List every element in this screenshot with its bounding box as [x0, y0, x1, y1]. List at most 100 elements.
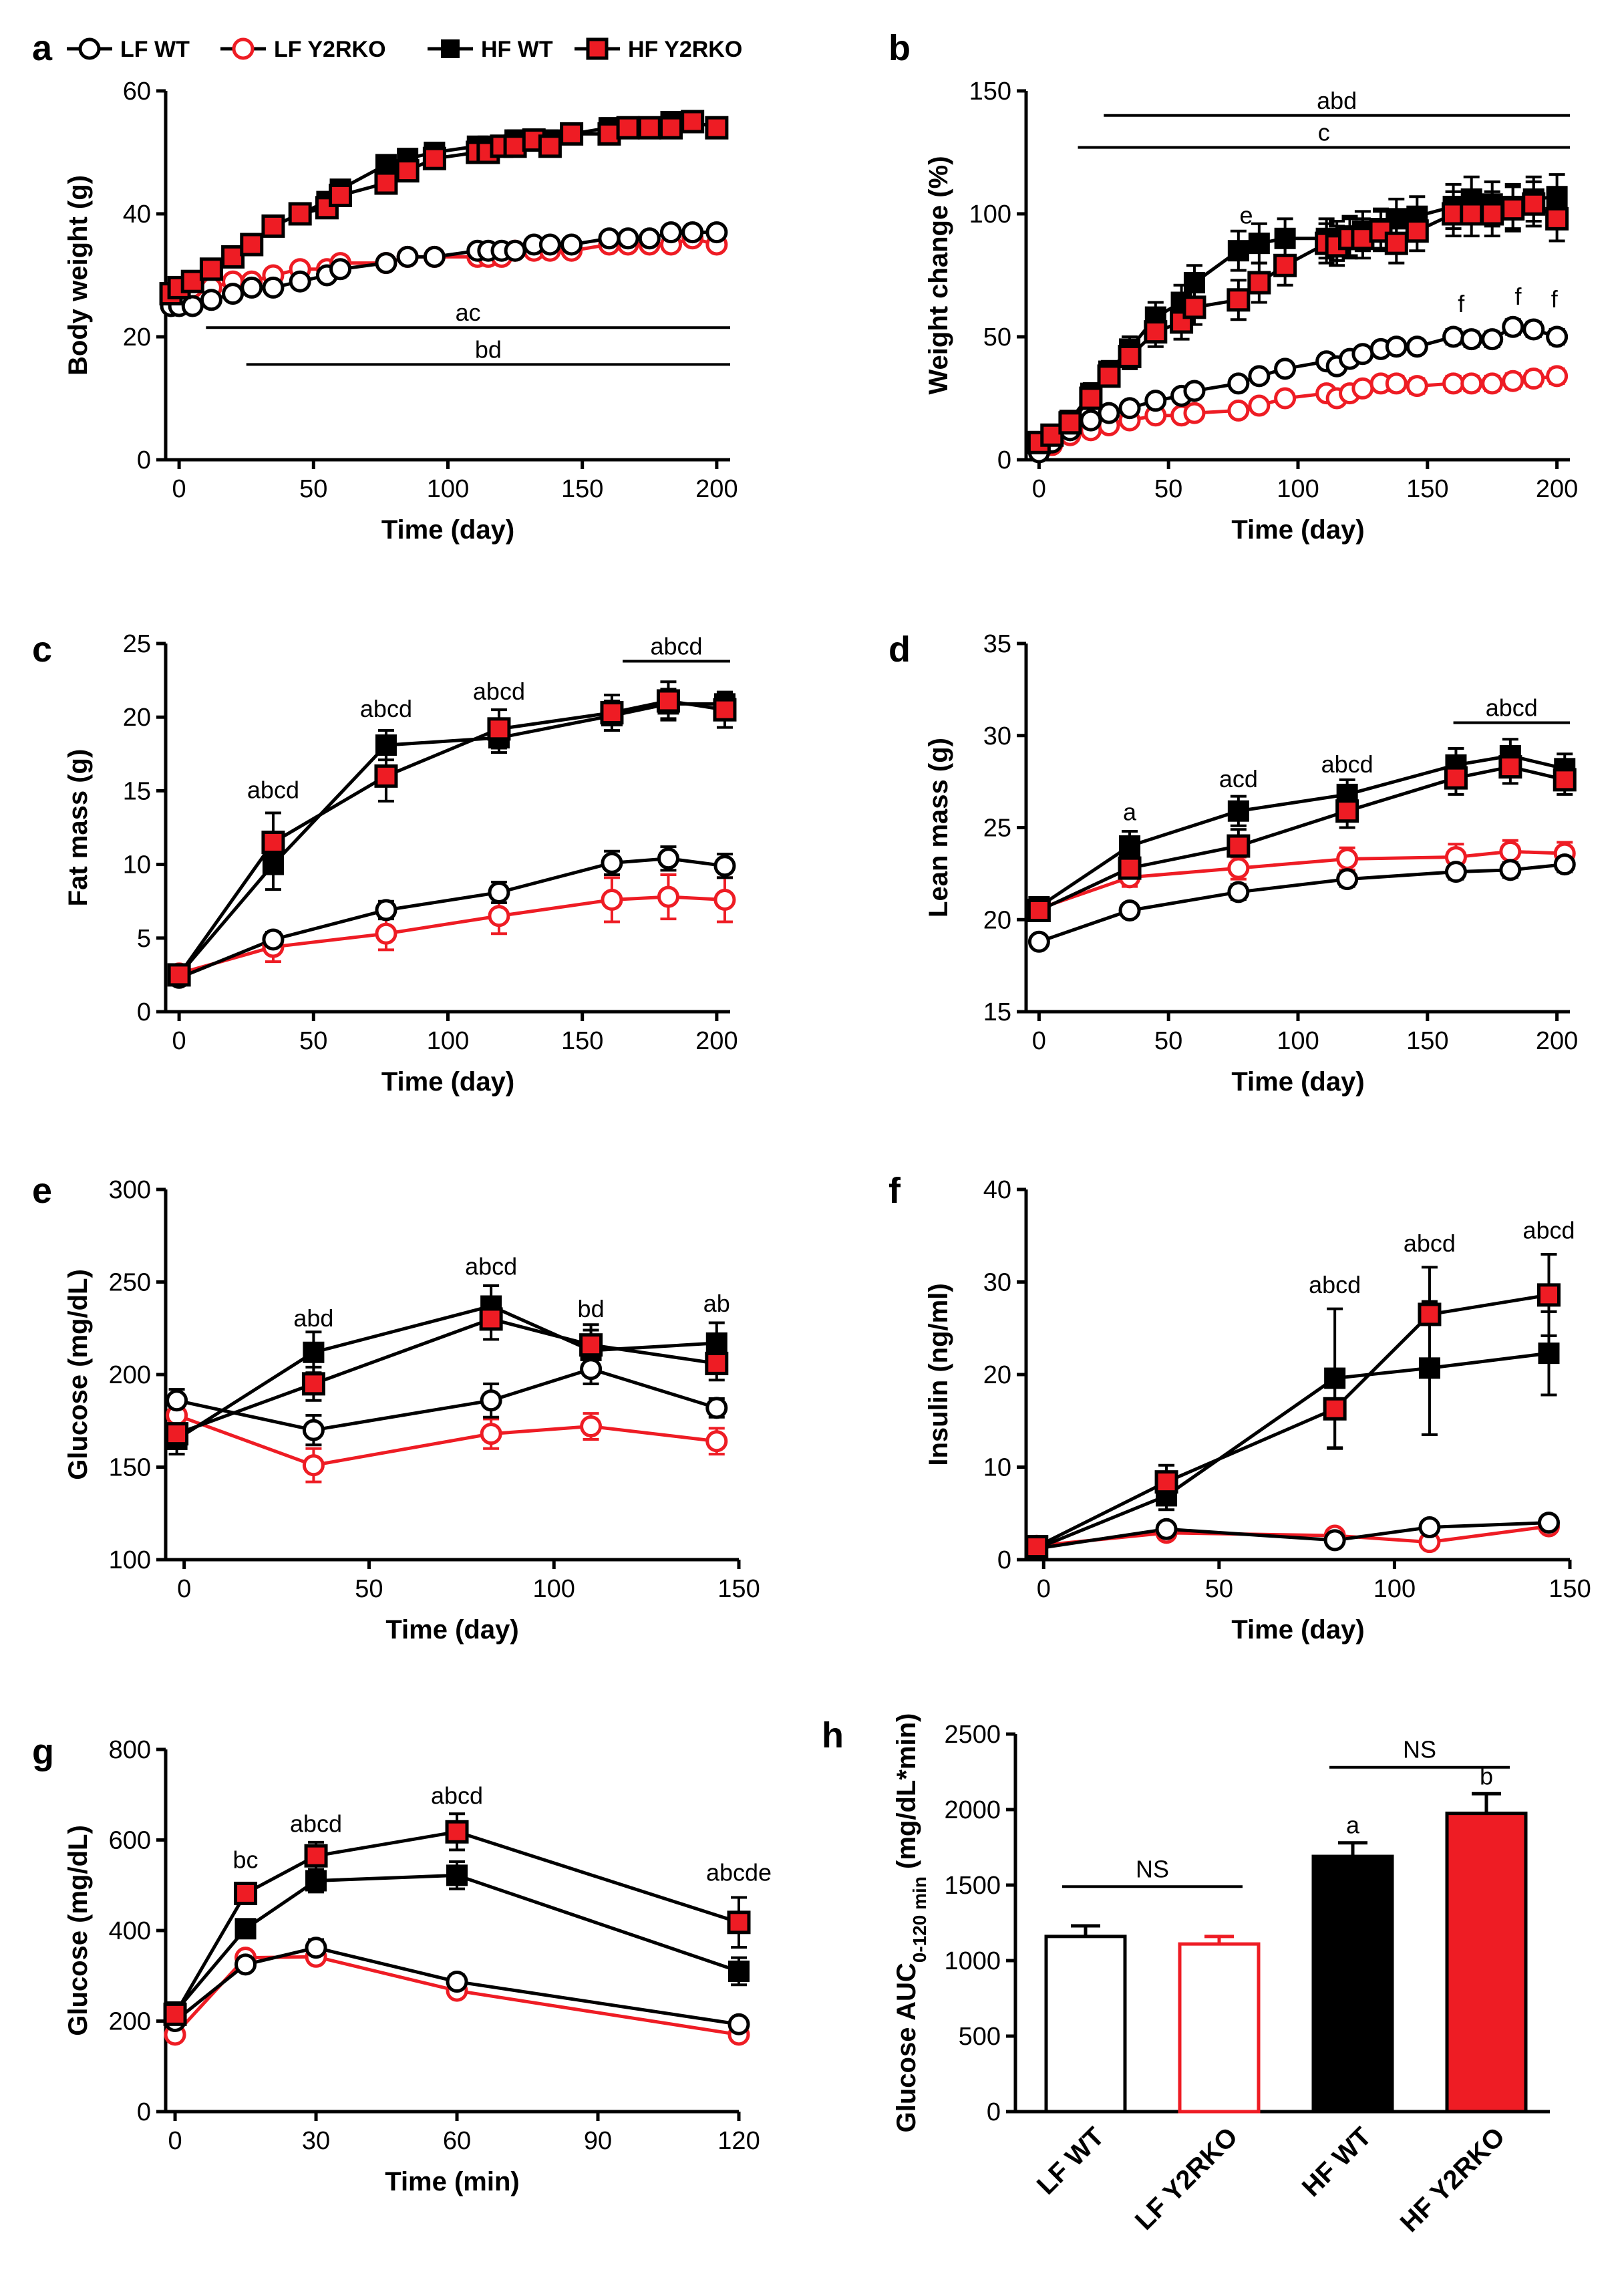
series-line-lfko: [178, 895, 725, 976]
point-marker: [1119, 835, 1141, 857]
bar-hfko: [1445, 1812, 1528, 2114]
point-marker: [329, 183, 353, 207]
point-marker: [488, 905, 510, 928]
point-marker: [1118, 344, 1142, 368]
significance-label: abcd: [1404, 1230, 1456, 1257]
point-marker: [1118, 899, 1141, 921]
point-marker: [167, 963, 191, 987]
panel-label: g: [32, 1732, 54, 1772]
x-axis-title: Time (day): [1231, 515, 1364, 545]
point-marker: [1384, 231, 1408, 255]
point-marker: [1545, 206, 1569, 231]
point-marker: [1183, 402, 1206, 424]
point-marker: [1418, 1302, 1442, 1326]
x-tick-label: 200: [695, 1027, 738, 1055]
x-tick-label: 50: [299, 475, 327, 503]
point-marker: [1418, 1357, 1440, 1379]
panel-b: b 0 50 100 150 0 50 100 150 200 Time (day) Weight c…: [888, 28, 1578, 545]
point-marker: [181, 295, 204, 317]
point-marker: [1481, 328, 1504, 351]
point-marker: [705, 1430, 728, 1453]
panel-label: a: [32, 28, 53, 68]
x-tick-label: 100: [427, 1027, 469, 1055]
point-marker: [637, 116, 661, 140]
y-axis-title: Glucose (mg/dL): [63, 1269, 93, 1480]
point-marker: [656, 689, 680, 713]
point-marker: [1418, 1516, 1441, 1539]
significance-label: abcd: [247, 776, 299, 803]
y-tick-label: 50: [983, 323, 1011, 351]
series-line-lfwt: [176, 1367, 717, 1432]
bar-letter: a: [1346, 1812, 1360, 1839]
x-tick-label: 100: [427, 475, 469, 503]
point-marker: [289, 270, 311, 293]
panel-h: h 0 500 1000 1500 2000 2500 LF WT LF Y2RKO a HF WT…: [822, 1713, 1550, 2238]
point-marker: [1227, 881, 1250, 903]
point-marker: [579, 1333, 603, 1357]
point-marker: [1247, 271, 1271, 295]
point-marker: [705, 1397, 728, 1419]
point-marker: [240, 276, 263, 299]
x-tick-label: 0: [1032, 1027, 1046, 1055]
y-tick-label: 2000: [944, 1796, 1001, 1824]
point-marker: [305, 1937, 327, 1959]
x-axis-title: Time (day): [1231, 1615, 1364, 1645]
y-tick-label: 5: [137, 925, 151, 953]
point-marker: [1144, 320, 1168, 344]
series-line-hfwt: [178, 702, 725, 976]
significance-label: ac: [456, 299, 481, 326]
legend-label-hf-wt: HF WT: [481, 37, 553, 62]
y-axis-title: Lean mass (g): [924, 738, 953, 917]
y-tick-label: 20: [983, 906, 1011, 934]
point-marker: [1336, 847, 1359, 870]
significance-label: ab: [703, 1290, 730, 1317]
significance-label: f: [1458, 290, 1465, 317]
point-marker: [1553, 768, 1577, 792]
point-marker: [166, 1389, 188, 1412]
x-tick-label: 0: [1032, 475, 1046, 503]
x-axis-title: Time (day): [381, 1067, 514, 1097]
point-marker: [1502, 315, 1524, 338]
point-marker: [638, 227, 661, 250]
point-marker: [1097, 364, 1121, 388]
point-marker: [1522, 368, 1545, 390]
point-marker: [601, 851, 623, 874]
point-marker: [479, 1307, 503, 1331]
point-marker: [261, 214, 285, 238]
point-marker: [1351, 343, 1374, 366]
significance-label: f: [1551, 285, 1559, 313]
point-marker: [305, 1870, 327, 1892]
point-marker: [1481, 372, 1504, 395]
x-category-label: LF Y2RKO: [1130, 2122, 1243, 2235]
point-marker: [1227, 372, 1250, 395]
point-marker: [1385, 372, 1408, 395]
y-tick-label: 0: [137, 446, 151, 474]
y-tick-label: 400: [109, 1917, 151, 1945]
point-marker: [199, 257, 223, 281]
point-marker: [705, 221, 728, 244]
x-category-label: HF WT: [1297, 2122, 1377, 2202]
significance-label: abcd: [360, 695, 412, 722]
y-tick-label: 0: [997, 1546, 1011, 1574]
point-marker: [1442, 325, 1465, 348]
legend-label-lf-y2rko: LF Y2RKO: [274, 37, 386, 62]
significance-label: abcd: [1522, 1216, 1575, 1244]
x-tick-label: 200: [1536, 475, 1578, 503]
x-tick-label: 0: [177, 1575, 191, 1603]
x-tick-label: 150: [561, 475, 603, 503]
panel-f: f 0 10 20 30 40 0 50 100 150 Time (day) Insulin (ng…: [888, 1171, 1591, 1645]
point-marker: [1536, 1283, 1561, 1307]
x-tick-label: 100: [1373, 1575, 1416, 1603]
significance-label: abcd: [1309, 1271, 1361, 1298]
point-marker: [302, 1454, 325, 1477]
point-marker: [705, 1332, 727, 1354]
point-marker: [1098, 402, 1120, 424]
y-tick-label: 20: [123, 704, 151, 732]
point-marker: [580, 1358, 603, 1381]
y-tick-label: 100: [969, 200, 1011, 229]
point-marker: [480, 1423, 502, 1445]
point-marker: [262, 276, 285, 299]
point-marker: [1227, 399, 1250, 422]
y-tick-label: 800: [109, 1736, 151, 1764]
